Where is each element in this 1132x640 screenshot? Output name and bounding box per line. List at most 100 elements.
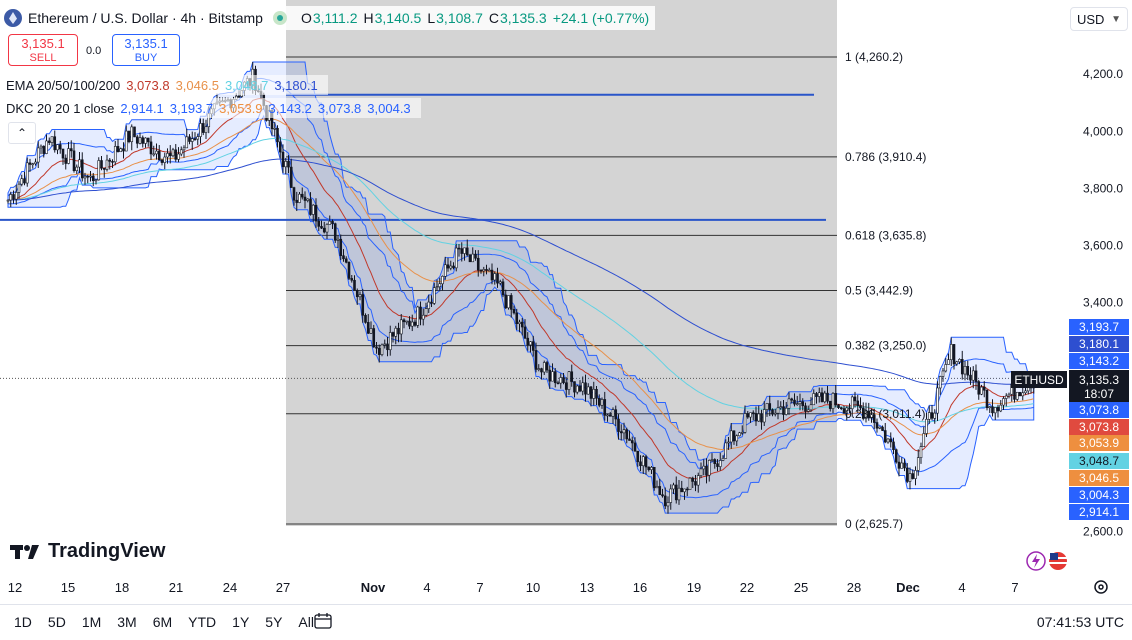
sell-button[interactable]: 3,135.1 SELL	[8, 34, 78, 66]
candle-body	[933, 412, 937, 419]
candle-body	[694, 481, 697, 486]
candle-body	[36, 147, 40, 163]
candle-body	[839, 407, 843, 409]
candle-body	[922, 433, 926, 447]
buy-button[interactable]: 3,135.1 BUY	[112, 34, 180, 66]
price-tag-label: 3,046.5	[1079, 471, 1119, 485]
x-tick-label: 12	[8, 580, 22, 595]
price-tag	[1069, 435, 1129, 451]
ohlc-open-key: O	[300, 10, 312, 26]
candle-body	[804, 405, 807, 412]
range-5y[interactable]: 5Y	[265, 614, 283, 630]
candle-body	[67, 148, 70, 164]
candle-body	[292, 187, 296, 201]
candle-body	[581, 382, 585, 392]
candle-body	[556, 382, 560, 385]
tradingview-logo[interactable]: TradingView	[10, 540, 165, 563]
candle-body	[729, 430, 733, 443]
ethereum-logo-icon	[4, 9, 22, 27]
candle-body	[116, 146, 120, 153]
settings-gear-icon[interactable]	[1092, 578, 1110, 596]
ema-legend[interactable]: EMA 20/50/100/200 3,073.8 3,046.5 3,048.…	[6, 75, 328, 95]
flash-icon	[1026, 551, 1046, 571]
candle-body	[86, 175, 90, 178]
candle-body	[196, 136, 200, 140]
candle-body	[314, 204, 318, 222]
price-chart[interactable]: 1 (4,260.2) 0.786 (3,910.4) 0.618 (3,635.8…	[0, 0, 1132, 604]
ohlc-low-value: 3,108.7	[436, 10, 483, 26]
candle-body	[570, 371, 574, 382]
brand-name: TradingView	[48, 540, 166, 562]
symbol-title[interactable]: Ethereum / U.S. Dollar · 4h · Bitstamp	[28, 10, 263, 26]
candle-body	[908, 473, 912, 482]
x-tick-label: 16	[633, 580, 647, 595]
candle-body	[339, 238, 343, 256]
candle-body	[963, 366, 967, 375]
range-1y[interactable]: 1Y	[232, 614, 250, 630]
range-1m[interactable]: 1M	[81, 614, 102, 630]
candle-body	[537, 368, 541, 370]
x-tick-label: Dec	[896, 580, 920, 595]
price-tag-label: 3,193.7	[1079, 320, 1119, 334]
calendar-goto-icon[interactable]	[314, 613, 332, 629]
candle-body	[661, 494, 664, 497]
candle-body	[322, 227, 326, 233]
candle-body	[575, 385, 579, 393]
fib-zone-background	[286, 0, 837, 526]
symbol-tag	[1011, 371, 1067, 388]
candle-body	[493, 273, 497, 281]
candle-body	[691, 477, 695, 482]
candle-body	[611, 409, 615, 417]
price-tag-label: 3,053.9	[1079, 436, 1119, 450]
utc-clock[interactable]: 07:41:53 UTC	[1036, 614, 1124, 630]
candle-body	[446, 264, 450, 269]
candle-body	[289, 166, 293, 188]
candle-body	[361, 294, 365, 316]
symbol-tag-label: ETHUSD	[1014, 373, 1064, 387]
candle-body	[872, 414, 876, 423]
candle-body	[905, 467, 909, 482]
candle-body	[801, 401, 805, 407]
candle-body	[284, 161, 288, 168]
candle-body	[955, 361, 959, 365]
range-ytd[interactable]: YTD	[188, 614, 217, 630]
range-5d[interactable]: 5D	[47, 614, 66, 630]
candle-body	[449, 265, 453, 269]
currency-select[interactable]: USD ▼	[1070, 7, 1128, 31]
dkc-legend[interactable]: DKC 20 20 1 close 2,914.1 3,193.7 3,053.…	[6, 98, 421, 118]
candle-body	[603, 399, 607, 416]
candle-body	[306, 198, 310, 201]
candle-body	[837, 404, 840, 408]
price-change: +24.1 (+0.77%)	[552, 10, 650, 26]
candle-body	[193, 138, 197, 140]
candle-body	[771, 409, 774, 415]
range-all[interactable]: All	[298, 614, 314, 630]
candle-body	[311, 204, 315, 215]
candle-body	[523, 326, 527, 339]
range-1d[interactable]: 1D	[14, 614, 32, 630]
collapse-legend-button[interactable]: ⌃	[8, 122, 36, 144]
price-tag	[1069, 419, 1129, 435]
candle-body	[498, 281, 502, 284]
candle-body	[75, 166, 79, 171]
candle-body	[23, 178, 26, 184]
price-tag	[1069, 453, 1129, 469]
candle-body	[424, 308, 428, 316]
x-tick-label: 18	[115, 580, 129, 595]
candle-body	[553, 371, 557, 384]
candle-body	[336, 238, 340, 241]
candle-body	[633, 442, 637, 452]
candle-body	[960, 359, 964, 375]
sell-label: SELL	[29, 52, 57, 64]
candle-body	[996, 407, 1000, 412]
candle-body	[56, 144, 59, 151]
range-6m[interactable]: 6M	[152, 614, 173, 630]
candle-body	[760, 413, 763, 423]
indicator-icons[interactable]	[1025, 550, 1069, 572]
candle-body	[300, 193, 304, 198]
candle-body	[795, 403, 799, 406]
x-tick-label: Nov	[361, 580, 386, 595]
candle-body	[358, 294, 362, 298]
candle-body	[149, 141, 153, 155]
range-3m[interactable]: 3M	[117, 614, 137, 630]
